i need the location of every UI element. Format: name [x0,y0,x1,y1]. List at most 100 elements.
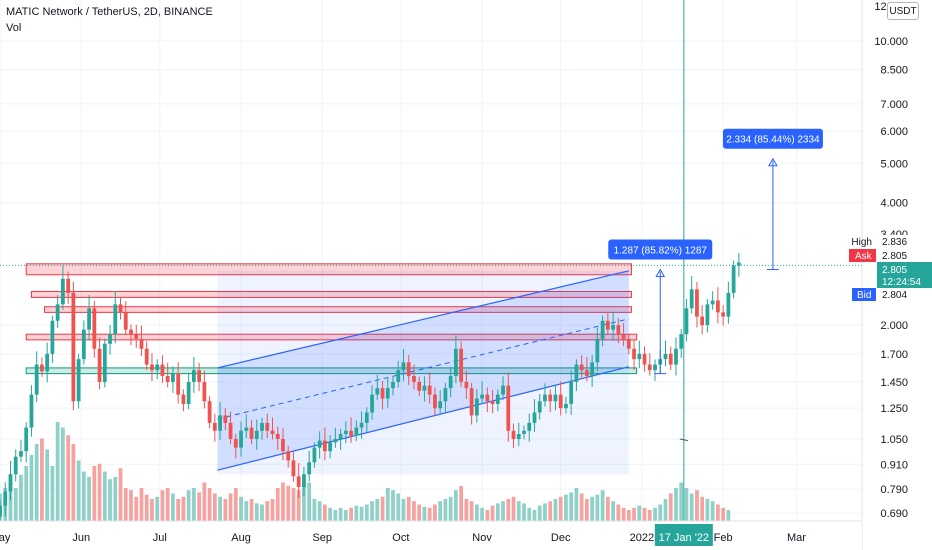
volume-bar [721,507,726,521]
candle-body [490,401,495,404]
volume-bar [527,507,532,521]
volume-bar [380,496,385,521]
volume-bar [92,466,97,521]
time-tick-label: Mar [787,532,806,544]
candle-body [275,434,280,439]
price-tick-label: 0.790 [880,484,908,496]
candle-body [553,394,558,402]
price-tick-label: 4.000 [880,198,908,210]
volume-bar [537,505,542,521]
candle-body [543,394,547,402]
price-tick-label: 7.000 [880,99,908,111]
volume-bar [406,496,411,521]
currency-button[interactable]: USDT [887,2,919,20]
symbol-title[interactable]: MATIC Network / TetherUS, 2D, BINANCE [6,6,213,18]
volume-bar [705,499,710,521]
channel-upper-line [217,270,629,369]
candle-body [527,422,532,431]
volume-bar [490,505,495,521]
candle-body [710,300,715,305]
volume-bar [600,490,605,521]
candle-body [291,460,296,477]
volume-bar [333,510,338,521]
volume-bar [668,493,673,521]
volume-bar [448,496,453,521]
candle-body [605,320,610,330]
candle-body [81,329,86,360]
candle-body [71,292,76,402]
measure-arrow-head [768,157,778,167]
volume-bar [611,501,615,521]
channel-mid-line [217,318,629,420]
candle-body [338,434,343,439]
candle-body [108,334,112,344]
volume-bar [144,494,149,521]
volume-bar [97,463,102,521]
price-tick-label: 1.450 [880,377,908,389]
candle-body [233,438,238,448]
candle-body [574,364,579,382]
candle-body [155,364,160,371]
candle-body [695,289,699,317]
volume-bar [202,482,207,521]
price-tick-label: 1.050 [880,434,908,446]
volume-bar [40,438,44,521]
volume-bar [270,499,275,521]
volume-bar [176,499,181,521]
measure-tools: 1.287 (85.82%) 1287 2.334 (85.44%) 2334 [608,128,823,375]
volume-bar [532,510,537,521]
candle-body [323,440,327,452]
candle-body [668,353,673,365]
candle-body [134,334,139,339]
candle-body [223,415,228,423]
volume-bar [60,427,65,521]
candle-body [495,394,500,404]
candle-body [585,370,589,376]
volume-bar [13,488,18,521]
candle-body [317,440,322,448]
channel-range-box [217,270,629,475]
volume-bar [207,488,212,521]
candle-body [674,348,678,365]
candle-body [579,364,584,371]
volume-bar [396,493,401,521]
volume-bar [558,496,563,521]
volume-bar [516,501,521,521]
candle-body [731,265,736,293]
candle-body [165,375,170,382]
volume-bar [34,444,39,521]
price-tick-label: 6.000 [880,126,908,138]
volume-bar [716,504,720,521]
volume-bar [102,471,107,521]
candle-body [118,304,123,313]
volume-bar [569,492,574,521]
volume-indicator-label[interactable]: Vol [6,22,22,34]
volume-bar [286,485,291,521]
candle-body [171,373,175,382]
candle-body [24,427,29,452]
candle-body [150,364,154,371]
candle-body [417,381,422,391]
volume-bar [45,449,50,521]
volume-bar [19,474,23,521]
candle-body [60,278,65,305]
candle-body [443,388,448,402]
volume-bar [29,455,34,521]
volume-bar [139,488,144,521]
candle-body [354,427,359,436]
volume-bar [579,493,584,521]
candle-body [537,401,542,413]
volume-bar [464,499,469,521]
volume-bar [417,504,422,521]
volume-bar [343,510,348,521]
channel-fill [217,270,629,471]
candle-body [270,430,275,435]
candle-body [359,422,364,428]
volume-bar [244,501,249,521]
resistance-zone [44,306,632,313]
candle-body [375,388,380,395]
volume-bar [480,507,484,521]
time-tick-label: Dec [551,532,571,544]
volume-bar [485,510,490,521]
